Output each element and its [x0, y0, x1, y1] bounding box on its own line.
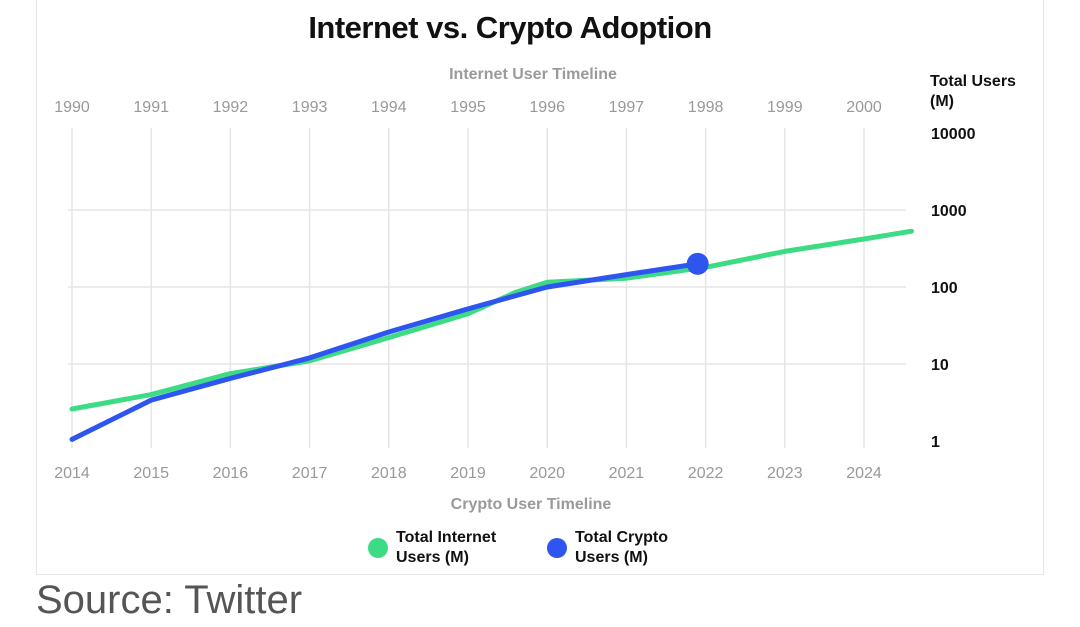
top-tick-label: 1991	[133, 99, 169, 116]
series-line-crypto	[69, 261, 701, 442]
chart-frame	[36, 0, 1044, 575]
y-tick-label: 10000	[931, 126, 976, 143]
y-tick-label: 1000	[931, 203, 967, 220]
top-tick-label: 1996	[529, 99, 565, 116]
chart-title: Internet vs. Crypto Adoption	[308, 10, 712, 45]
top-tick-label: 1992	[213, 99, 249, 116]
y-tick-label: 10	[931, 357, 949, 374]
top-axis-title: Internet User Timeline	[449, 66, 617, 83]
bottom-tick-label: 2019	[450, 465, 486, 482]
legend-item-crypto: Total Crypto Users (M)	[547, 528, 715, 568]
y-tick-label: 1	[931, 434, 940, 451]
top-tick-label: 1994	[371, 99, 407, 116]
top-tick-label: 1993	[292, 99, 328, 116]
top-tick-label: 1990	[54, 99, 90, 116]
bottom-tick-label: 2020	[529, 465, 565, 482]
crypto-latest-point	[686, 252, 709, 275]
top-tick-label: 1997	[609, 99, 645, 116]
legend-swatch-crypto	[547, 538, 567, 558]
bottom-tick-label: 2022	[688, 465, 724, 482]
bottom-tick-label: 2024	[846, 465, 882, 482]
top-tick-label: 2000	[846, 99, 882, 116]
top-tick-label: 1998	[688, 99, 724, 116]
top-tick-label: 1995	[450, 99, 486, 116]
bottom-tick-label: 2014	[54, 465, 90, 482]
legend-label-internet: Total Internet Users (M)	[396, 529, 497, 566]
source-caption: Source: Twitter	[36, 578, 303, 622]
legend-item-internet: Total Internet Users (M)	[368, 528, 536, 568]
bottom-tick-label: 2023	[767, 465, 803, 482]
legend-label-crypto: Total Crypto Users (M)	[575, 529, 669, 566]
bottom-tick-label: 2016	[213, 465, 249, 482]
bottom-tick-label: 2018	[371, 465, 407, 482]
legend-swatch-internet	[368, 538, 388, 558]
bottom-tick-label: 2015	[133, 465, 169, 482]
series-line-internet	[69, 228, 914, 412]
bottom-axis-title: Crypto User Timeline	[450, 496, 612, 513]
y-axis-title: Total Users (M)	[930, 73, 1016, 110]
top-tick-label: 1999	[767, 99, 803, 116]
bottom-tick-label: 2017	[292, 465, 328, 482]
bottom-tick-label: 2021	[609, 465, 645, 482]
y-tick-label: 100	[931, 280, 958, 297]
